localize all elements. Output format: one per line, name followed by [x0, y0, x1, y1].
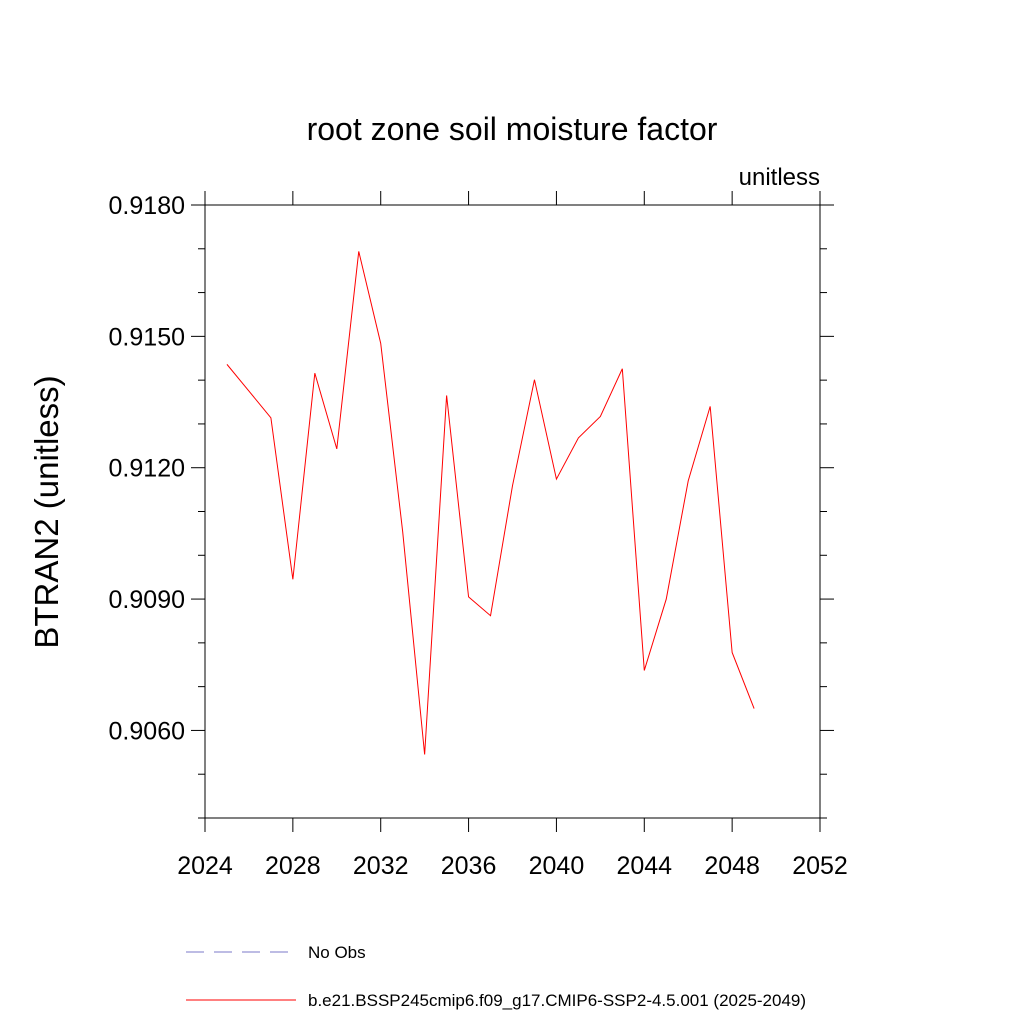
data-point — [687, 480, 689, 482]
data-point — [314, 372, 316, 374]
x-tick-label: 2024 — [177, 852, 233, 880]
data-point — [731, 651, 733, 653]
y-tick-label: 0.9180 — [109, 192, 185, 220]
series-group — [226, 250, 755, 755]
series-line-0 — [226, 251, 755, 755]
data-point — [511, 484, 513, 486]
data-point — [709, 405, 711, 407]
y-tick-label: 0.9060 — [109, 717, 185, 745]
data-point — [621, 368, 623, 370]
x-tick-label: 2044 — [616, 852, 672, 880]
data-point — [489, 615, 491, 617]
data-point — [270, 417, 272, 419]
data-point — [533, 379, 535, 381]
legend: No Obs b.e21.BSSP245cmip6.f09_g17.CMIP6-… — [186, 943, 806, 1010]
x-tick-label: 2048 — [704, 852, 760, 880]
data-point — [577, 437, 579, 439]
x-tick-label: 2052 — [792, 852, 848, 880]
data-point — [599, 415, 601, 417]
data-point — [336, 448, 338, 450]
data-point — [226, 363, 228, 365]
y-axis: 0.9060 0.9090 0.9120 0.9150 0.9180 — [109, 192, 834, 819]
plot-area — [204, 204, 821, 819]
data-point — [380, 342, 382, 344]
y-axis-label: BTRAN2 (unitless) — [28, 375, 65, 648]
data-point — [248, 390, 250, 392]
data-point — [467, 596, 469, 598]
data-point — [445, 394, 447, 396]
x-tick-label: 2036 — [441, 852, 497, 880]
data-point — [753, 707, 755, 709]
y-tick-label: 0.9150 — [109, 323, 185, 351]
data-point — [292, 578, 294, 580]
data-point — [643, 669, 645, 671]
data-point — [665, 598, 667, 600]
data-point — [423, 753, 425, 755]
data-point — [401, 530, 403, 532]
x-axis: 2024 2028 2032 2036 2040 2044 2048 2052 — [177, 191, 848, 880]
y-tick-label: 0.9120 — [109, 455, 185, 483]
x-tick-label: 2032 — [353, 852, 409, 880]
data-point — [358, 250, 360, 252]
units-label: unitless — [739, 164, 820, 191]
chart-title: root zone soil moisture factor — [307, 111, 718, 147]
y-tick-label: 0.9090 — [109, 586, 185, 614]
plot-frame — [204, 204, 821, 819]
legend-label-no-obs: No Obs — [308, 943, 366, 962]
x-tick-label: 2040 — [529, 852, 585, 880]
data-point — [555, 478, 557, 480]
legend-label-model-run: b.e21.BSSP245cmip6.f09_g17.CMIP6-SSP2-4.… — [308, 991, 806, 1010]
x-tick-label: 2028 — [265, 852, 321, 880]
